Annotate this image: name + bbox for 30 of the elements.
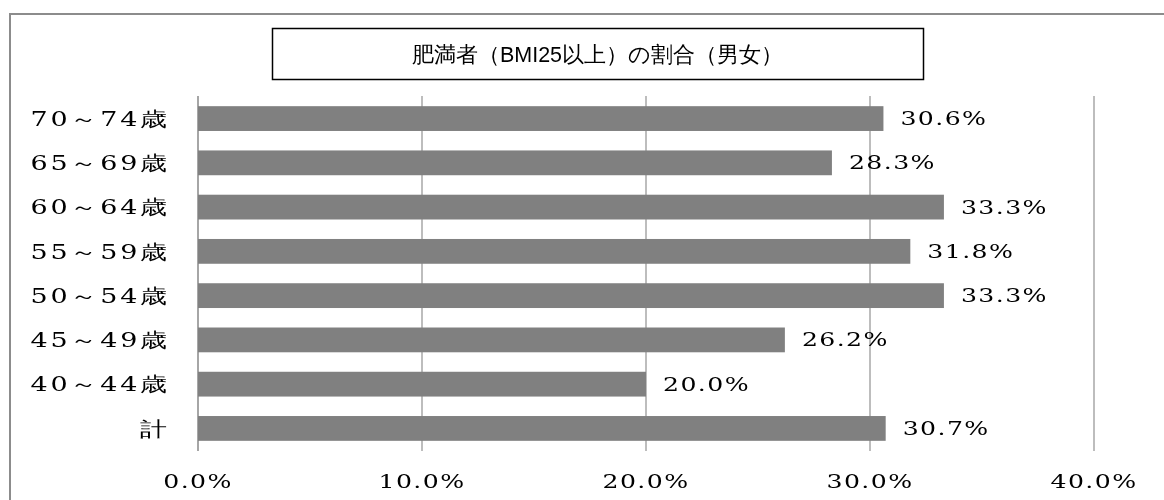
bar [198, 327, 785, 353]
bar [198, 416, 886, 441]
y-tick-label: 70～74歳 [30, 107, 170, 131]
data-label: 26.2% [801, 329, 889, 351]
data-label: 30.6% [900, 108, 988, 130]
data-label: 30.7% [902, 418, 990, 440]
y-tick-label: 65～69歳 [30, 151, 170, 176]
bar [198, 238, 911, 264]
data-label: 20.0% [663, 374, 750, 395]
data-label: 33.3% [960, 285, 1048, 307]
y-tick-label: 60～64歳 [30, 195, 170, 220]
y-tick-label: 50～54歳 [30, 284, 170, 308]
bar [198, 371, 646, 397]
bar [198, 283, 944, 309]
y-tick-label: 計 [140, 417, 170, 441]
bar [198, 194, 944, 220]
x-tick-label: 20.0% [602, 472, 690, 493]
data-label: 28.3% [848, 152, 936, 174]
x-tick-label: 10.0% [378, 472, 466, 493]
y-tick-label: 40～44歳 [30, 372, 170, 397]
y-tick-label: 55～59歳 [30, 240, 170, 264]
x-tick-label: 30.0% [826, 472, 914, 493]
data-label: 31.8% [927, 241, 1015, 262]
data-label: 33.3% [960, 197, 1048, 218]
x-tick-label: 40.0% [1050, 472, 1138, 493]
bar [198, 106, 884, 131]
bar [198, 150, 832, 176]
x-tick-label: 0.0% [163, 472, 233, 493]
chart-title: 肥満者（BMI25以上）の割合（男女） [411, 42, 784, 67]
y-tick-label: 45～49歳 [30, 328, 170, 353]
